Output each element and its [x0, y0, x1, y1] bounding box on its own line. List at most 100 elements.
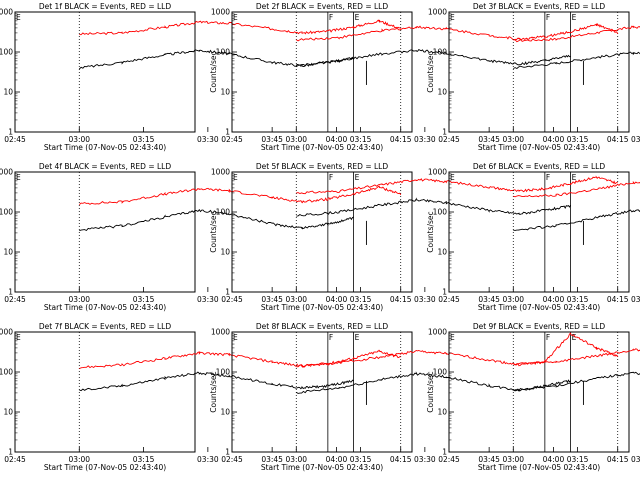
y-tick-label: 100: [216, 208, 231, 217]
x-tick-label: 03:30: [197, 135, 219, 144]
y-tick-label: 1000: [0, 168, 13, 177]
x-tick-label: 03:00: [68, 455, 90, 464]
x-tick-label: 03:30: [197, 455, 219, 464]
x-tick-label: 03:00: [285, 455, 307, 464]
marker-f: F: [546, 333, 550, 342]
x-tick-label: 04:00: [543, 455, 565, 464]
x-tick-label: 04:00: [543, 135, 565, 144]
x-tick-label: 03:15: [350, 135, 372, 144]
series-lld: [296, 175, 618, 195]
x-axis-label: Start Time (07-Nov-05 02:43:40): [44, 463, 166, 472]
plot-frame: [448, 331, 630, 453]
x-tick-label: 04:15: [390, 295, 412, 304]
x-tick-label: 02:45: [221, 295, 243, 304]
y-tick-label: 1: [225, 288, 230, 297]
panel-2: Det 2f BLACK = Events, RED = LLD11010010…: [209, 2, 629, 152]
x-tick-label: 03:30: [631, 295, 640, 304]
x-tick-label: 03:45: [261, 455, 283, 464]
x-tick-label: 04:00: [326, 455, 348, 464]
series-lld: [296, 332, 619, 368]
plot-frame: [14, 11, 196, 133]
y-tick-label: 100: [433, 368, 448, 377]
x-tick-label: 04:15: [607, 455, 629, 464]
x-tick-label: 03:30: [414, 455, 436, 464]
marker-e-left: E: [450, 333, 455, 342]
x-tick-label: 02:45: [4, 135, 26, 144]
y-tick-label: 10: [437, 248, 447, 257]
y-tick-label: 1000: [0, 328, 13, 337]
series-lld: [79, 19, 401, 36]
panel-title: Det 5f BLACK = Events, RED = LLD: [256, 162, 389, 171]
plot-frame: [231, 331, 413, 453]
y-axis-label: Counts/sec: [0, 211, 1, 252]
marker-e-left: E: [450, 13, 455, 22]
y-tick-label: 1: [225, 128, 230, 137]
plot-frame: [231, 11, 413, 133]
marker-e: E: [355, 173, 360, 182]
y-tick-label: 10: [437, 408, 447, 417]
x-tick-label: 03:15: [567, 455, 589, 464]
panel-title: Det 6f BLACK = Events, RED = LLD: [473, 162, 606, 171]
y-tick-label: 1: [442, 448, 447, 457]
panel-title: Det 1f BLACK = Events, RED = LLD: [39, 2, 172, 11]
plot-frame: [231, 171, 413, 293]
series-lld: [296, 22, 619, 42]
x-tick-label: 03:45: [261, 135, 283, 144]
y-tick-label: 10: [3, 88, 13, 97]
y-tick-label: 100: [0, 48, 13, 57]
x-tick-label: 02:45: [438, 455, 460, 464]
marker-e-left: E: [233, 173, 238, 182]
x-tick-label: 03:30: [631, 455, 640, 464]
y-tick-label: 1000: [428, 168, 447, 177]
y-axis-label: Counts/sec: [209, 51, 218, 92]
x-tick-label: 03:15: [567, 295, 589, 304]
x-axis-label: Start Time (07-Nov-05 02:43:40): [478, 143, 600, 152]
x-tick-label: 03:00: [68, 135, 90, 144]
panel-5: Det 5f BLACK = Events, RED = LLD 1 10 100 10…: [209, 162, 629, 312]
panel-9: Det 9f BLACK = Events, RED = LLD 1 10 100 10…: [426, 322, 640, 472]
panel-1: Det 1f BLACK = Events, RED = LLD 1 10 100 10…: [0, 2, 412, 152]
panel-8: Det 8f BLACK = Events, RED = LLD11010010…: [209, 322, 629, 472]
series-events: [296, 49, 571, 68]
x-tick-label: 02:45: [438, 135, 460, 144]
marker-e: E: [355, 333, 360, 342]
y-tick-label: 1000: [428, 8, 447, 17]
panel-title: Det 4f BLACK = Events, RED = LLD: [39, 162, 172, 171]
panel-4: Det 4f BLACK = Events, RED = LLD11010010…: [0, 162, 412, 312]
y-tick-label: 100: [216, 48, 231, 57]
x-axis-label: Start Time (07-Nov-05 02:43:40): [261, 303, 383, 312]
marker-f: F: [546, 13, 550, 22]
y-axis-label: Counts/sec: [0, 371, 1, 412]
series-events: [78, 49, 354, 70]
x-tick-label: 03:30: [414, 295, 436, 304]
series-events: [296, 371, 571, 394]
x-axis-label: Start Time (07-Nov-05 02:43:40): [261, 463, 383, 472]
y-tick-label: 100: [0, 368, 13, 377]
y-tick-label: 1: [225, 448, 230, 457]
y-tick-label: 10: [437, 88, 447, 97]
y-axis-label: Counts/sec: [209, 211, 218, 252]
panel-7: Det 7f BLACK = Events, RED = LLD11010010…: [0, 322, 412, 472]
x-tick-label: 04:00: [543, 295, 565, 304]
x-tick-label: 04:00: [326, 295, 348, 304]
x-tick-label: 02:45: [438, 295, 460, 304]
x-tick-label: 03:30: [197, 295, 219, 304]
x-tick-label: 03:15: [133, 135, 155, 144]
y-tick-label: 100: [0, 208, 13, 217]
x-tick-label: 03:15: [567, 135, 589, 144]
y-tick-label: 1000: [211, 328, 230, 337]
y-axis-label: Counts/sec: [426, 371, 435, 412]
y-tick-label: 1: [8, 448, 13, 457]
y-tick-label: 1000: [428, 328, 447, 337]
x-tick-label: 03:30: [414, 135, 436, 144]
marker-e-left: E: [16, 333, 21, 342]
x-axis-label: Start Time (07-Nov-05 02:43:40): [44, 303, 166, 312]
plot-frame: [448, 11, 630, 133]
x-tick-label: 04:15: [390, 135, 412, 144]
x-tick-label: 03:00: [285, 295, 307, 304]
series-events: [513, 371, 640, 392]
panel-title: Det 3f BLACK = Events, RED = LLD: [473, 2, 606, 11]
series-events: [513, 51, 640, 70]
x-tick-label: 03:45: [478, 295, 500, 304]
